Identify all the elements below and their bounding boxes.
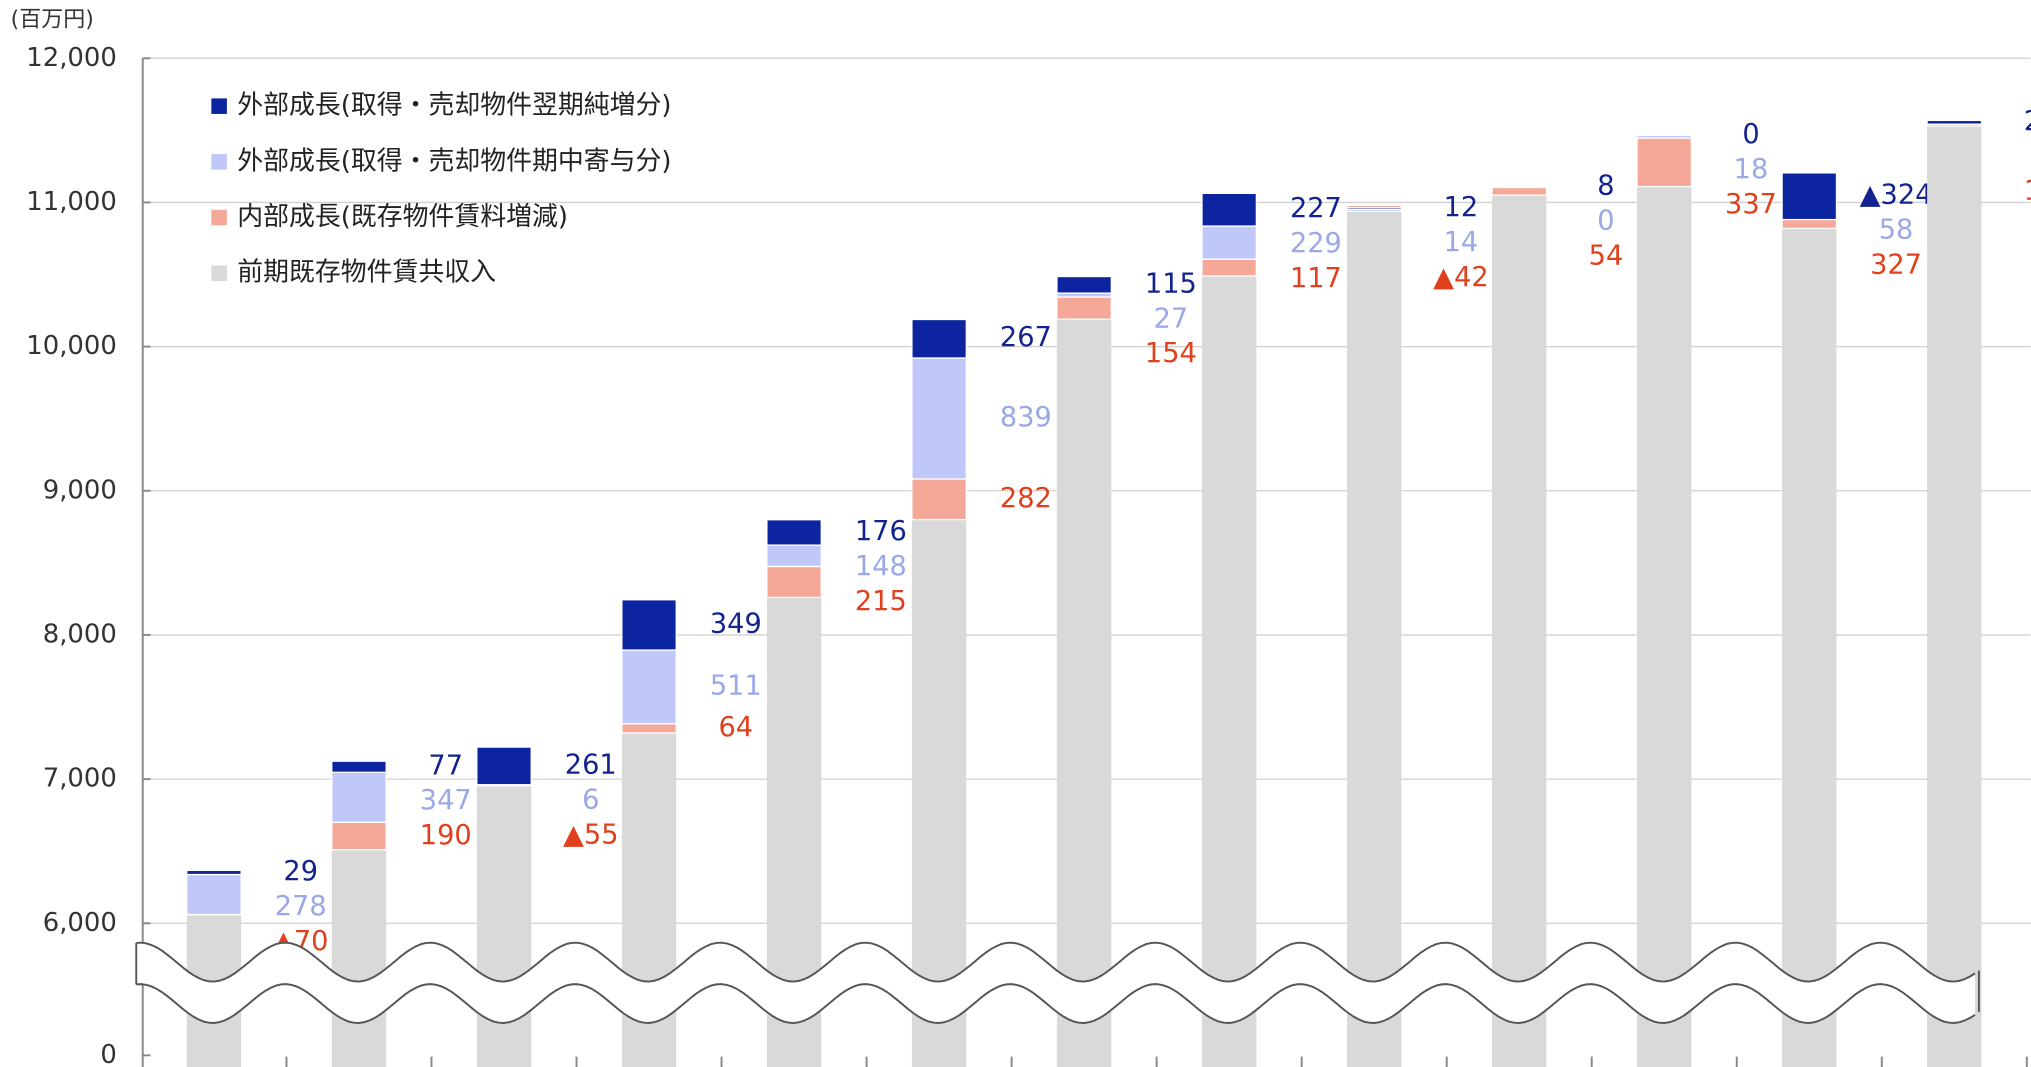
legend-swatch (211, 209, 227, 226)
bar-segment (186, 873, 242, 916)
bar-segment (1056, 275, 1112, 294)
bar-segment (766, 519, 822, 546)
bar-segment (766, 565, 822, 599)
legend-label: 外部成長(取得・売却物件期中寄与分) (237, 146, 671, 176)
data-label: 27 (1154, 303, 1189, 334)
bar-segment (1782, 228, 1837, 1067)
bar-segment (621, 723, 677, 734)
data-label: 0 (1597, 205, 1614, 236)
data-label: 64 (718, 712, 753, 743)
data-label: 229 (1290, 228, 1342, 259)
legend-swatch (211, 265, 227, 281)
data-label: ▲55 (563, 819, 619, 850)
data-label: 215 (855, 586, 907, 617)
data-label: 176 (855, 516, 907, 547)
bar-segment (331, 771, 387, 823)
data-label: 349 (710, 608, 762, 639)
bar-segment (1346, 205, 1402, 1067)
legend-label: 内部成長(既存物件賃料増減) (237, 202, 568, 232)
axis-break-line (136, 941, 1976, 983)
y-tick-label: 6,000 (43, 908, 117, 938)
y-unit: (百万円) (11, 8, 94, 33)
bar-segment (331, 760, 387, 773)
legend-label: 外部成長(取得・売却物件翌期純増分) (237, 91, 671, 121)
data-label: 115 (1145, 268, 1197, 299)
data-label: 148 (855, 551, 907, 582)
bar-segment (331, 849, 387, 1067)
bar-segment (331, 821, 387, 851)
bar-segment (766, 544, 822, 568)
y-tick-label: 12,000 (26, 43, 117, 73)
data-label: 8 (1597, 170, 1614, 201)
bar-segment (1491, 185, 1548, 189)
y-tick-label: 7,000 (43, 764, 117, 794)
data-label: 227 (1290, 193, 1342, 224)
bar-segment (1201, 225, 1257, 260)
y-tick-label: 11,000 (26, 187, 117, 217)
legend-swatch (211, 154, 227, 170)
bar-segment (911, 357, 967, 480)
bar-segment (1636, 137, 1693, 188)
data-label: 12 (1444, 192, 1479, 223)
y-tick-label: 10,000 (26, 331, 117, 361)
legend-swatch (211, 98, 227, 114)
data-label: 278 (275, 891, 327, 922)
data-label: 839 (1000, 402, 1052, 433)
data-label: 18 (1734, 154, 1769, 185)
bar-segment (911, 318, 967, 359)
bar-segment (476, 746, 532, 786)
bar-segment (1056, 296, 1112, 320)
bar-segment (186, 869, 242, 876)
data-label: 154 (1145, 338, 1197, 369)
data-label: 337 (1725, 189, 1777, 220)
data-label: 13 (2024, 176, 2031, 207)
y-tick-label: 9,000 (43, 475, 117, 505)
data-label: 511 (710, 670, 762, 701)
data-label: 327 (1870, 250, 1922, 281)
axis-break (136, 942, 1976, 1023)
bar-segment (911, 478, 967, 521)
data-label: 29 (283, 856, 318, 887)
bar-segment (1201, 192, 1257, 227)
data-label: 282 (1000, 483, 1052, 514)
bar-segment (621, 599, 677, 651)
data-label: ▲42 (1433, 262, 1489, 293)
data-label: 0 (1742, 119, 1759, 150)
bar-segment (621, 649, 677, 725)
data-label: 26 (2024, 106, 2031, 137)
bar-segment (1926, 119, 1983, 125)
bar-segment (1491, 186, 1548, 196)
data-label: 267 (1000, 322, 1052, 353)
y-tick-label: 0 (100, 1040, 116, 1067)
data-label: 58 (1879, 215, 1914, 246)
bar-segment (1927, 126, 1982, 1067)
data-label: 77 (428, 750, 463, 781)
data-label: ▲324 (1860, 180, 1933, 211)
bar-segment (1201, 258, 1257, 277)
data-label: 54 (1589, 240, 1624, 271)
legend-label: 前期既存物件賃共収入 (237, 258, 496, 288)
data-label: 6 (582, 784, 599, 815)
axis-break-line (136, 983, 1976, 1024)
bar-segment (1056, 319, 1112, 1067)
bar-segment (1492, 195, 1547, 1067)
y-tick-label: 8,000 (43, 619, 117, 649)
bar-segment (1636, 134, 1693, 139)
bar-segment (1201, 275, 1257, 1067)
bar-segment (1346, 206, 1403, 211)
data-label: 190 (420, 820, 472, 851)
data-label: 14 (1444, 227, 1479, 258)
data-label: 347 (420, 785, 472, 816)
data-label: 261 (565, 749, 617, 780)
bar-segment (1781, 172, 1838, 221)
data-label: 117 (1290, 263, 1342, 294)
bar-segment (1637, 186, 1692, 1067)
